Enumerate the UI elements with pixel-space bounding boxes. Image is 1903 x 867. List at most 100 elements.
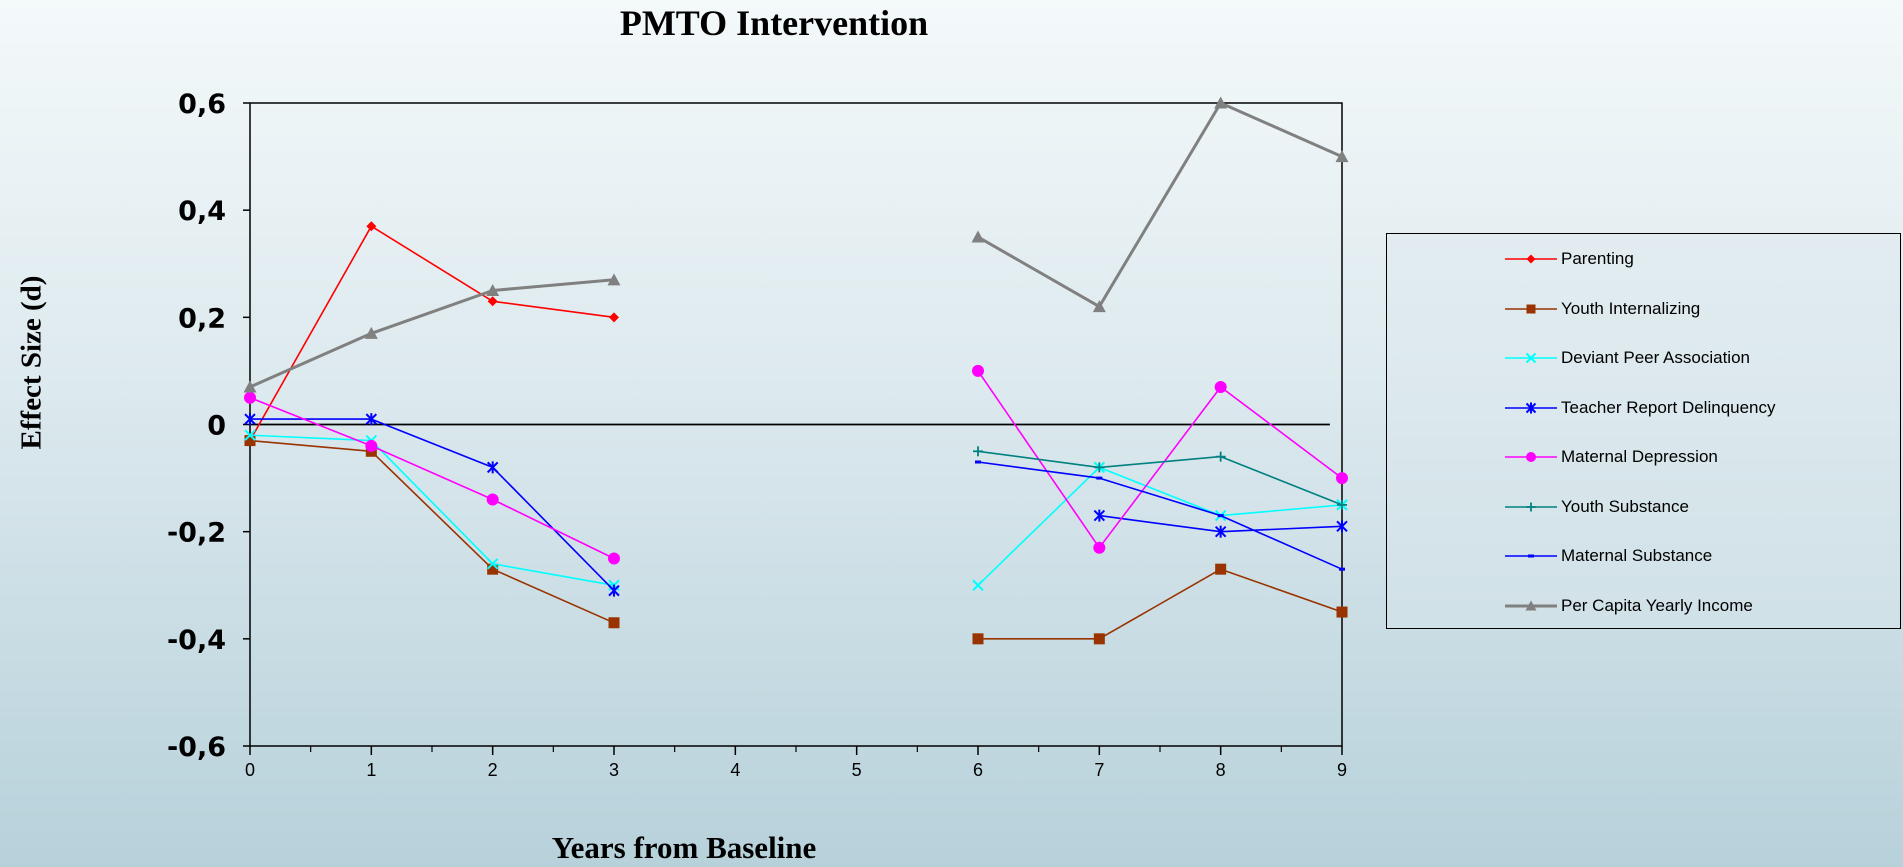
data-point-per-capita-yearly-income <box>1092 300 1106 313</box>
x-tick-label: 0 <box>245 760 255 780</box>
data-point-teacher-report-delinquency <box>1093 509 1106 522</box>
x-tick-label: 5 <box>852 760 862 780</box>
x-tick-label: 1 <box>366 760 376 780</box>
series-line-per-capita-yearly-income <box>977 101 1343 309</box>
legend-marker <box>1526 502 1536 511</box>
series-teacher-report-delinquency <box>244 413 1348 597</box>
legend-swatch <box>1505 402 1557 413</box>
legend-marker <box>1526 304 1536 313</box>
legend-swatch <box>1505 502 1557 511</box>
series-maternal-depression <box>244 364 1348 565</box>
x-tick-label: 7 <box>1094 760 1104 780</box>
legend-item-youth-internalizing: Youth Internalizing <box>1387 294 1900 324</box>
data-point-deviant-peer-association <box>972 579 984 591</box>
series-youth-internalizing <box>244 435 1348 645</box>
series-line-maternal-depression <box>249 396 615 560</box>
series-line-per-capita-yearly-income <box>249 278 615 389</box>
data-point-parenting <box>366 221 377 232</box>
data-point-teacher-report-delinquency <box>486 461 499 474</box>
series-line-youth-internalizing <box>249 439 615 624</box>
legend-label: Per Capita Yearly Income <box>1561 595 1753 615</box>
legend-label: Teacher Report Delinquency <box>1561 397 1776 417</box>
y-tick-label: -0,6 <box>167 732 226 763</box>
legend-marker <box>1525 600 1537 610</box>
data-point-youth-substance <box>1215 451 1226 462</box>
data-point-per-capita-yearly-income <box>607 273 621 286</box>
legend-label: Youth Internalizing <box>1561 298 1701 318</box>
legend-marker <box>1525 352 1537 364</box>
data-point-maternal-depression <box>486 493 499 506</box>
data-point-youth-internalizing <box>608 617 620 629</box>
legend-marker <box>1525 402 1537 413</box>
legend-item-maternal-substance: Maternal Substance <box>1387 541 1900 571</box>
data-point-deviant-peer-association <box>244 429 256 441</box>
series-line-youth-internalizing <box>978 568 1343 640</box>
legend-label: Parenting <box>1561 249 1634 268</box>
data-point-maternal-depression <box>1336 472 1348 485</box>
legend-label: Deviant Peer Association <box>1561 348 1750 367</box>
series-line-deviant-peer-association <box>249 434 615 587</box>
y-tick-label: -0,2 <box>167 518 226 549</box>
legend-item-deviant-peer-association: Deviant Peer Association <box>1387 343 1900 373</box>
x-tick-label: 2 <box>488 760 498 780</box>
y-tick-label: 0,4 <box>178 196 226 227</box>
series-line-maternal-substance <box>977 461 1343 570</box>
legend-swatch <box>1505 452 1557 462</box>
x-tick-label: 8 <box>1216 760 1226 780</box>
series-per-capita-yearly-income <box>243 96 1349 393</box>
legend-item-parenting: Parenting <box>1387 244 1900 274</box>
data-point-teacher-report-delinquency <box>1214 525 1227 538</box>
legend-label: Maternal Depression <box>1561 447 1718 466</box>
data-point-per-capita-yearly-income <box>1335 150 1349 163</box>
data-point-youth-substance <box>973 446 983 457</box>
data-point-maternal-substance <box>975 460 981 464</box>
legend-marker <box>1528 554 1534 558</box>
series-maternal-substance <box>975 460 1345 571</box>
series-youth-substance <box>973 446 1347 510</box>
data-point-deviant-peer-association <box>486 558 499 570</box>
data-point-per-capita-yearly-income <box>243 380 257 393</box>
legend-marker <box>1526 452 1536 462</box>
data-point-parenting <box>609 312 619 323</box>
data-point-teacher-report-delinquency <box>365 413 378 426</box>
series-line-deviant-peer-association <box>977 466 1343 586</box>
x-tick-label: 3 <box>609 760 619 780</box>
data-point-per-capita-yearly-income <box>1214 96 1228 109</box>
data-point-youth-internalizing <box>1093 633 1105 645</box>
y-tick-label: 0,2 <box>178 303 226 334</box>
data-point-youth-internalizing <box>972 633 984 645</box>
data-point-teacher-report-delinquency <box>1336 520 1348 533</box>
chart-legend: Parenting Youth Internalizing Deviant Peer… <box>1386 233 1901 629</box>
data-point-maternal-substance <box>1339 567 1345 571</box>
data-point-youth-substance <box>1337 499 1347 510</box>
data-point-per-capita-yearly-income <box>971 230 985 243</box>
series-parenting <box>245 221 619 446</box>
data-point-maternal-depression <box>972 364 984 377</box>
data-point-maternal-substance <box>1096 476 1103 480</box>
x-tick-label: 9 <box>1337 760 1347 780</box>
data-point-youth-internalizing <box>1336 606 1348 618</box>
data-point-maternal-depression <box>365 439 378 452</box>
data-point-per-capita-yearly-income <box>486 284 500 297</box>
legend-marker <box>1526 254 1536 264</box>
data-point-teacher-report-delinquency <box>244 413 256 426</box>
y-tick-label: 0 <box>207 411 226 442</box>
legend-swatch <box>1505 304 1557 313</box>
series-line-parenting <box>249 225 615 441</box>
legend-swatch <box>1505 352 1557 364</box>
legend-item-per-capita-yearly-income: Per Capita Yearly Income <box>1387 591 1900 621</box>
x-axis-label: Years from Baseline <box>551 830 817 865</box>
y-axis-label: Effect Size (d) <box>15 275 48 450</box>
legend-item-youth-substance: Youth Substance <box>1387 492 1900 522</box>
data-point-parenting <box>487 296 498 307</box>
series-line-youth-substance <box>977 450 1343 506</box>
legend-item-maternal-depression: Maternal Depression <box>1387 442 1900 472</box>
data-point-youth-internalizing <box>1215 563 1227 575</box>
data-point-teacher-report-delinquency <box>608 584 620 597</box>
legend-item-teacher-report-delinquency: Teacher Report Delinquency <box>1387 393 1900 423</box>
y-tick-label: 0,6 <box>178 89 226 120</box>
data-point-youth-internalizing <box>244 435 256 447</box>
data-point-youth-substance <box>1094 462 1105 473</box>
